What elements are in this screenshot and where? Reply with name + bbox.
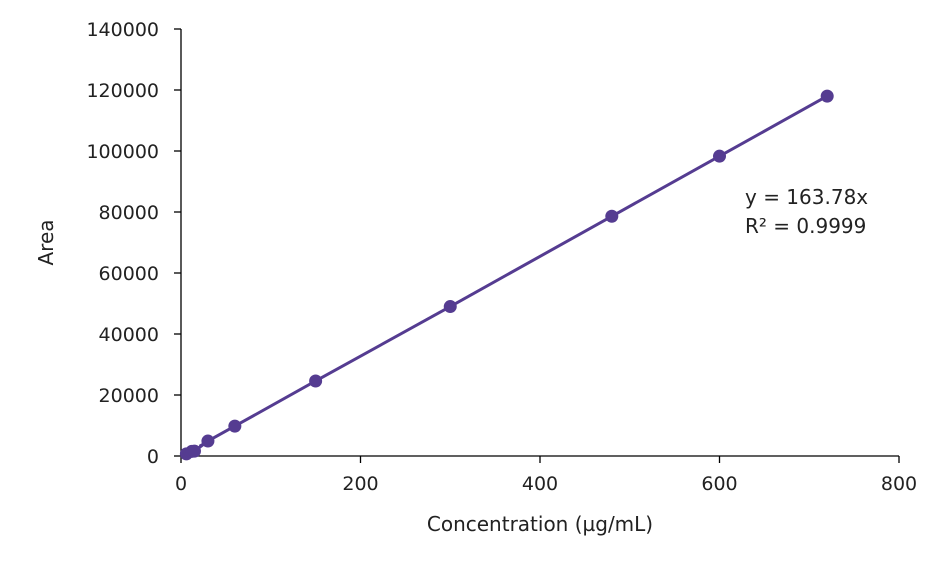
x-tick-label: 800 [881,473,917,495]
data-point [820,89,834,103]
y-tick-label: 140000 [86,19,159,41]
y-axis-title: Area [34,219,58,265]
r-squared-value: R² = 0.9999 [745,214,866,238]
axes [180,29,899,457]
trendline-equation: y = 163.78x [745,185,868,209]
x-ticks: 0 200 400 600 800 [175,456,917,495]
x-axis-title: Concentration (µg/mL) [427,512,653,536]
x-tick-label: 400 [522,473,558,495]
x-tick-label: 200 [342,473,378,495]
x-tick-label: 0 [175,473,187,495]
y-tick-label: 80000 [99,202,159,224]
data-point [228,419,242,433]
y-tick-label: 100000 [86,141,159,163]
y-tick-label: 20000 [99,385,159,407]
data-point [713,149,726,163]
series-line [185,94,828,456]
data-point [309,374,323,388]
y-tick-label: 40000 [99,324,159,346]
data-point [187,444,201,458]
y-tick-label: 120000 [86,80,159,102]
data-point [201,434,215,448]
y-tick-label: 60000 [99,263,159,285]
y-ticks: 0 20000 40000 60000 80000 100000 120000 140000 [86,19,181,468]
data-points [179,89,834,461]
trendline [180,94,828,457]
x-tick-label: 600 [701,473,737,495]
y-tick-label: 0 [147,446,159,468]
data-point [443,300,457,314]
data-point [605,209,619,223]
